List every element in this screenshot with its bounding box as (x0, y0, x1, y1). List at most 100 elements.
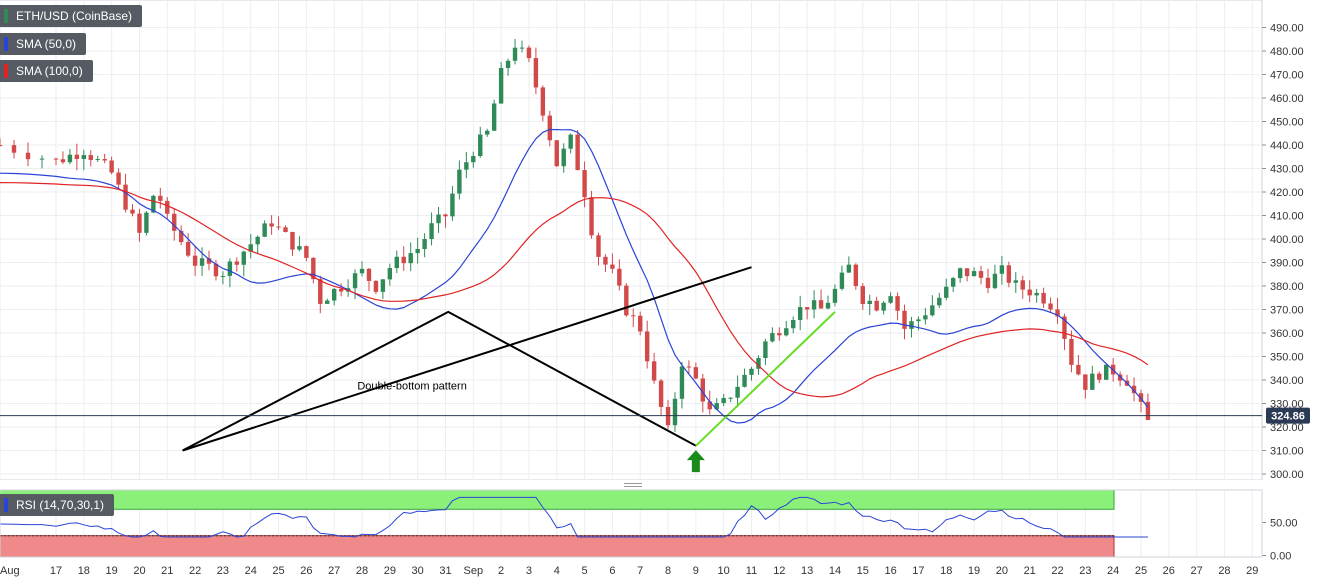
candle-body (763, 341, 768, 359)
candle-body (971, 271, 977, 277)
y-tick-label: 440.00 (1270, 140, 1304, 152)
candle-body (631, 315, 636, 317)
candle-body (11, 145, 17, 153)
x-tick-label: 29 (384, 565, 396, 577)
y-tick-label: 470.00 (1270, 70, 1304, 82)
rsi-layer: 50.00 0.00 (0, 489, 1298, 563)
candle-body (797, 307, 803, 321)
candle-body (575, 134, 580, 171)
y-tick-label: 400.00 (1270, 234, 1304, 246)
x-tick-label: 20 (133, 565, 145, 577)
instrument-swatch (4, 9, 8, 23)
double-bottom-line (182, 266, 752, 452)
candle-body (923, 315, 928, 320)
candle-body (1062, 316, 1067, 339)
sma50-swatch (4, 37, 8, 51)
candle-body (380, 279, 386, 292)
y-tick-label: 340.00 (1270, 375, 1304, 387)
x-tick-label: 10 (718, 565, 730, 577)
candle-body (1069, 338, 1074, 365)
rsi-legend[interactable]: RSI (14,70,30,1) (0, 494, 115, 516)
candle-body (206, 258, 212, 264)
sma100-legend[interactable]: SMA (100,0) (0, 60, 93, 82)
candle-body (589, 197, 594, 236)
candle-body (394, 256, 399, 269)
last-price-label: 324.86 (1271, 411, 1305, 423)
candle-body (526, 47, 532, 59)
x-tick-label: 23 (1079, 565, 1091, 577)
x-tick-label: 11 (746, 565, 757, 577)
candle-body (867, 300, 872, 304)
x-tick-label: 17 (50, 565, 62, 577)
candle-body (693, 367, 699, 379)
candle-body (784, 328, 789, 336)
candle-body (825, 302, 831, 309)
candle-body (283, 227, 288, 232)
candle-body (735, 386, 740, 398)
candle-body (1013, 280, 1018, 283)
candle-body (1117, 374, 1123, 381)
candle-body (25, 152, 31, 160)
candle-body (568, 134, 573, 149)
x-tick-label: 7 (637, 565, 643, 577)
y-tick-label: 420.00 (1270, 187, 1304, 199)
candle-body (74, 154, 80, 159)
pattern-annotation: Double-bottom pattern (357, 380, 466, 392)
candle-body (102, 159, 107, 161)
candle-body (151, 195, 156, 213)
x-tick-label: 9 (693, 565, 699, 577)
candle-body (777, 333, 782, 336)
candle-body (547, 115, 553, 141)
candle-body (39, 158, 45, 160)
candle-body (818, 300, 824, 309)
sma50-legend[interactable]: SMA (50,0) (0, 33, 87, 55)
candle-body (408, 253, 413, 264)
x-tick-label: 27 (328, 565, 340, 577)
candle-body (957, 268, 963, 279)
candle-body (721, 398, 726, 404)
y-tick-label: 310.00 (1270, 446, 1304, 458)
candle-body (582, 170, 587, 198)
candle-body (485, 130, 490, 135)
candle-body (686, 366, 692, 368)
candle-body (165, 200, 170, 214)
candle-body (505, 60, 511, 69)
y-tick-label: 350.00 (1270, 352, 1304, 364)
sma100-swatch (4, 64, 8, 78)
candle-body (332, 288, 337, 301)
x-tick-label: 29 (1246, 565, 1258, 577)
x-tick-label: 22 (189, 565, 201, 577)
candle-body (338, 288, 344, 292)
candle-body (742, 374, 747, 387)
y-tick-label: 390.00 (1270, 258, 1304, 270)
candle-body (1076, 364, 1081, 375)
candle-body (137, 213, 142, 233)
axis-layer: 490.00480.00470.00460.00450.00440.00430.… (0, 23, 1331, 577)
candle-body (478, 134, 483, 157)
candle-body (116, 172, 121, 185)
y-tick-label: 430.00 (1270, 164, 1304, 176)
candle-body (1020, 280, 1025, 290)
x-tick-label: 19 (106, 565, 118, 577)
x-tick-label: 24 (1107, 565, 1119, 577)
x-tick-label: 24 (245, 565, 257, 577)
y-tick-label: 490.00 (1270, 23, 1304, 35)
instrument-legend[interactable]: ETH/USD (CoinBase) (0, 5, 143, 27)
candle-body (95, 159, 100, 161)
candle-body (714, 403, 719, 410)
candle-body (1041, 292, 1046, 304)
candle-body (909, 321, 914, 329)
candle-body (937, 297, 942, 306)
x-tick-label: 20 (996, 565, 1008, 577)
candle-body (297, 246, 302, 250)
candle-body (679, 366, 685, 399)
candle-body (241, 251, 246, 265)
up-arrow-icon (686, 450, 705, 473)
sma50-line (0, 128, 1149, 424)
candle-body (881, 302, 886, 311)
candle-body (401, 256, 406, 264)
candle-body (1138, 393, 1144, 402)
candle-body (88, 155, 93, 160)
candle-layer (0, 39, 1151, 432)
x-tick-label: 26 (1163, 565, 1175, 577)
